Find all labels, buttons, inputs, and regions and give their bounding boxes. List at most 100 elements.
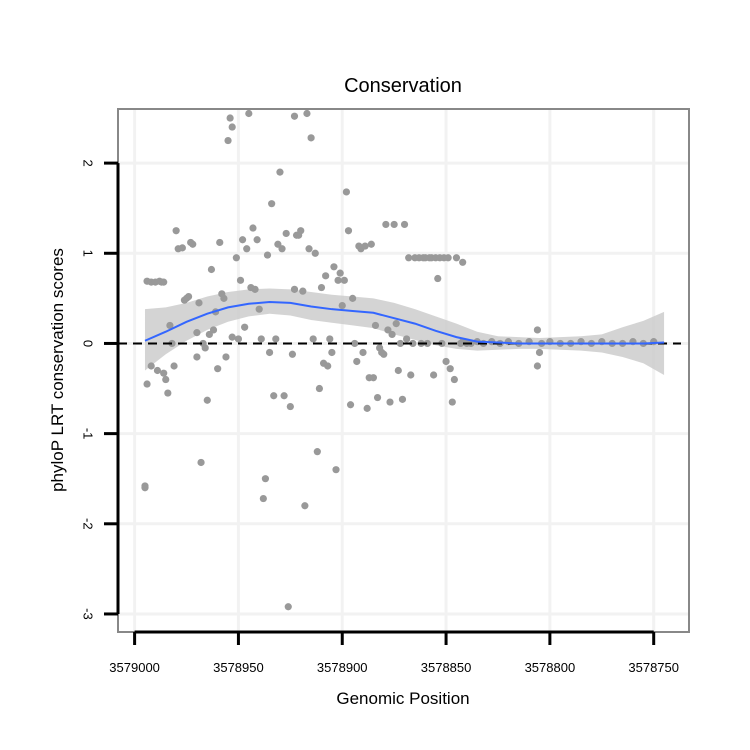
data-point xyxy=(336,269,344,277)
data-point xyxy=(284,603,292,611)
data-point xyxy=(382,220,390,229)
data-point xyxy=(407,371,415,379)
data-point xyxy=(201,344,209,352)
data-point xyxy=(160,278,168,286)
y-tick-label: -1 xyxy=(81,428,96,440)
data-point xyxy=(349,294,357,302)
y-tick-label: -3 xyxy=(81,608,96,620)
panel-border xyxy=(117,108,690,633)
data-point xyxy=(409,339,417,348)
data-point xyxy=(342,188,350,196)
data-point xyxy=(203,396,211,404)
data-point xyxy=(290,112,299,120)
data-point xyxy=(282,229,290,238)
smooth-line-layer xyxy=(144,300,665,345)
data-point xyxy=(249,224,257,232)
data-point xyxy=(359,348,367,357)
data-point xyxy=(178,244,186,252)
data-point xyxy=(259,494,267,503)
data-point xyxy=(228,123,236,131)
data-point xyxy=(459,258,467,266)
data-point xyxy=(162,375,170,384)
data-point xyxy=(315,384,324,393)
data-point xyxy=(434,274,442,283)
data-point xyxy=(243,245,251,253)
data-point xyxy=(388,330,396,339)
data-point xyxy=(143,380,151,388)
x-axis: 3579000 3578950 3578900 3578850 3578800 35787… xyxy=(109,630,679,675)
data-point xyxy=(297,227,305,235)
data-point xyxy=(311,249,319,257)
data-point xyxy=(322,272,330,280)
data-point xyxy=(270,392,278,400)
data-point xyxy=(309,335,317,343)
data-point xyxy=(241,323,249,331)
data-point xyxy=(380,350,388,358)
data-point xyxy=(226,114,234,122)
data-point xyxy=(386,398,394,406)
data-point xyxy=(214,365,222,373)
data-point xyxy=(224,136,232,145)
x-tick-label: 3578950 xyxy=(213,660,264,675)
x-tick-label: 3578750 xyxy=(628,660,679,675)
data-point xyxy=(232,254,240,262)
data-point xyxy=(197,458,205,467)
confidence-band xyxy=(144,288,665,376)
x-tick-label: 3578800 xyxy=(525,660,576,675)
data-point xyxy=(276,168,284,176)
grid-lines xyxy=(118,109,689,632)
data-points xyxy=(141,109,658,611)
data-point xyxy=(353,357,361,366)
data-point xyxy=(272,335,280,343)
data-point xyxy=(209,326,218,334)
data-point xyxy=(317,283,326,292)
data-point xyxy=(193,329,201,337)
data-point xyxy=(251,285,259,293)
data-point xyxy=(344,227,353,235)
data-point xyxy=(280,392,288,400)
data-point xyxy=(396,339,404,348)
data-point xyxy=(403,335,411,343)
data-point xyxy=(371,321,380,330)
data-point xyxy=(303,109,311,118)
y-tick-label: -2 xyxy=(81,518,96,530)
data-point xyxy=(334,276,342,284)
data-point xyxy=(245,109,253,118)
y-tick-label: 2 xyxy=(81,159,96,166)
data-point xyxy=(448,398,456,406)
x-tick-label: 3578850 xyxy=(421,660,472,675)
data-point xyxy=(326,335,334,343)
data-point xyxy=(236,276,245,284)
data-point xyxy=(222,353,230,361)
data-point xyxy=(405,254,413,262)
data-point xyxy=(450,375,458,384)
data-point xyxy=(533,326,542,334)
data-point xyxy=(268,200,276,208)
y-axis-label: phyloP LRT conservation scores xyxy=(48,248,67,492)
data-point xyxy=(313,448,321,456)
data-point xyxy=(367,240,375,248)
data-point xyxy=(278,245,286,253)
data-point xyxy=(535,348,544,357)
data-point xyxy=(172,227,180,235)
data-point xyxy=(290,285,299,293)
data-point xyxy=(346,401,355,409)
data-point xyxy=(442,357,450,366)
data-point xyxy=(257,335,265,343)
data-point xyxy=(166,321,174,330)
smooth-trend-line xyxy=(144,300,665,345)
data-point xyxy=(392,320,400,328)
data-point xyxy=(153,366,162,375)
x-tick-label: 3578900 xyxy=(317,660,368,675)
data-point xyxy=(286,402,294,411)
data-point xyxy=(164,389,172,397)
data-point xyxy=(423,339,431,348)
data-point xyxy=(369,374,377,382)
data-point xyxy=(207,265,216,274)
confidence-band-layer xyxy=(144,288,665,376)
data-point xyxy=(141,482,149,490)
data-point xyxy=(444,254,452,262)
data-point xyxy=(170,362,178,370)
data-point xyxy=(193,353,201,361)
data-point xyxy=(195,299,203,307)
